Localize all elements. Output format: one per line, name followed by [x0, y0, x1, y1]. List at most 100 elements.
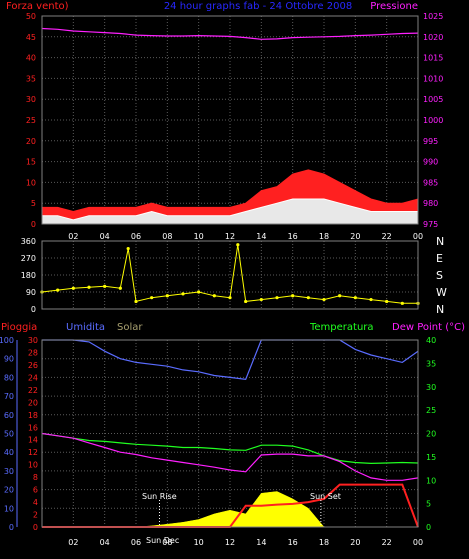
- climate-x-tick: 10: [194, 538, 204, 547]
- wind-x-tick: 22: [382, 232, 392, 241]
- wind-y-tick: 5: [31, 199, 36, 208]
- pressure-y-tick: 975: [423, 220, 438, 229]
- pressure-y-tick: 985: [423, 178, 438, 187]
- humidity-y-tick: 70: [4, 392, 14, 401]
- humidity-y-tick: 0: [9, 523, 14, 532]
- climate-x-tick: 12: [225, 538, 235, 547]
- rain-y-tick: 4: [33, 498, 38, 507]
- temperature-y-tick: 5: [426, 500, 431, 509]
- wind-y-tick: 50: [26, 12, 36, 21]
- avg-wind-series: [41, 198, 419, 225]
- humidity-y-tick: 50: [4, 430, 14, 439]
- wind-x-tick: 04: [100, 232, 110, 241]
- rain-y-tick: 24: [28, 373, 38, 382]
- humidity-y-tick: 40: [4, 448, 14, 457]
- temperature-y-tick: 40: [426, 336, 436, 345]
- wind-x-tick: 10: [194, 232, 204, 241]
- humidity-label: Umidita: [66, 322, 105, 333]
- climate-panel-frame: [41, 339, 419, 528]
- wind-x-tick: 00: [413, 232, 423, 241]
- direction-panel-frame: [41, 240, 419, 310]
- sun-dec-label: Sun Dec: [146, 536, 179, 545]
- wind-x-tick: 20: [350, 232, 360, 241]
- rain-y-tick: 0: [33, 523, 38, 532]
- wind-x-tick: 14: [256, 232, 266, 241]
- compass-letter: N: [436, 235, 444, 248]
- wind-y-tick: 25: [26, 116, 36, 125]
- temperature-y-tick: 25: [426, 406, 436, 415]
- dew-point-label: Dew Point (°C): [392, 322, 465, 333]
- wind-x-tick: 16: [288, 232, 298, 241]
- rain-y-tick: 16: [28, 423, 38, 432]
- rain-y-tick: 20: [28, 398, 38, 407]
- sun-set-label: Sun Set: [310, 492, 341, 501]
- wind-y-tick: 30: [26, 95, 36, 104]
- wind-panel-frame: [41, 15, 419, 225]
- climate-x-tick: 02: [68, 538, 78, 547]
- humidity-y-tick: 20: [4, 486, 14, 495]
- pressure-y-tick: 1025: [423, 12, 443, 21]
- temperature-y-tick: 15: [426, 453, 436, 462]
- direction-y-tick: 270: [21, 254, 36, 263]
- pressure-y-tick: 1020: [423, 33, 443, 42]
- humidity-y-tick: 30: [4, 467, 14, 476]
- rain-label: Pioggia: [1, 322, 37, 333]
- direction-line: [41, 244, 418, 304]
- temperature-y-tick: 0: [426, 523, 431, 532]
- humidity-y-tick: 60: [4, 411, 14, 420]
- pressure-y-tick: 1000: [423, 116, 443, 125]
- rain-y-tick: 6: [33, 486, 38, 495]
- wind-y-tick: 0: [31, 220, 36, 229]
- rain-y-tick: 30: [28, 336, 38, 345]
- wind-y-tick: 45: [26, 33, 36, 42]
- direction-y-tick: 180: [21, 271, 36, 280]
- sun-rise-label: Sun Rise: [142, 492, 177, 501]
- rain-y-tick: 22: [28, 386, 38, 395]
- pressure-axis-title: Pressione: [370, 1, 418, 12]
- rain-y-tick: 10: [28, 461, 38, 470]
- climate-x-tick: 04: [100, 538, 110, 547]
- wind-x-tick: 12: [225, 232, 235, 241]
- climate-x-tick: 08: [162, 538, 172, 547]
- pressure-y-tick: 980: [423, 199, 438, 208]
- pressure-y-tick: 990: [423, 158, 438, 167]
- wind-y-tick: 35: [26, 74, 36, 83]
- rain-y-tick: 26: [28, 361, 38, 370]
- temperature-y-tick: 30: [426, 383, 436, 392]
- climate-x-tick: 22: [382, 538, 392, 547]
- climate-x-tick: 14: [256, 538, 266, 547]
- rain-y-tick: 12: [28, 448, 38, 457]
- pressure-y-tick: 1010: [423, 74, 443, 83]
- compass-letter: N: [436, 303, 444, 316]
- wind-x-tick: 02: [68, 232, 78, 241]
- humidity-y-tick: 90: [4, 355, 14, 364]
- rain-y-tick: 2: [33, 511, 38, 520]
- humidity-y-tick: 80: [4, 373, 14, 382]
- rain-y-tick: 18: [28, 411, 38, 420]
- chart-title: 24 hour graphs fab - 24 Ottobre 2008: [164, 1, 352, 12]
- solar-label: Solar: [117, 322, 143, 333]
- direction-y-tick: 90: [26, 288, 36, 297]
- wind-y-tick: 10: [26, 178, 36, 187]
- temperature-label: Temperatura: [309, 322, 374, 333]
- dew-point-series: [41, 432, 419, 481]
- pressure-y-tick: 995: [423, 137, 438, 146]
- humidity-y-tick: 10: [4, 504, 14, 513]
- compass-letter: W: [436, 286, 447, 299]
- humidity-y-tick: 100: [0, 336, 14, 345]
- wind-x-tick: 08: [162, 232, 172, 241]
- direction-y-tick: 0: [31, 305, 36, 314]
- wind-y-tick: 20: [26, 137, 36, 146]
- compass-letter: S: [436, 269, 443, 282]
- pressure-series: [41, 27, 419, 40]
- rain-y-tick: 8: [33, 473, 38, 482]
- climate-x-tick: 16: [288, 538, 298, 547]
- climate-x-tick: 18: [319, 538, 329, 547]
- wind-axis-title: Forza vento): [6, 1, 69, 12]
- wind-y-tick: 15: [26, 158, 36, 167]
- rain-y-tick: 28: [28, 348, 38, 357]
- temperature-y-tick: 20: [426, 430, 436, 439]
- temperature-series: [41, 432, 419, 465]
